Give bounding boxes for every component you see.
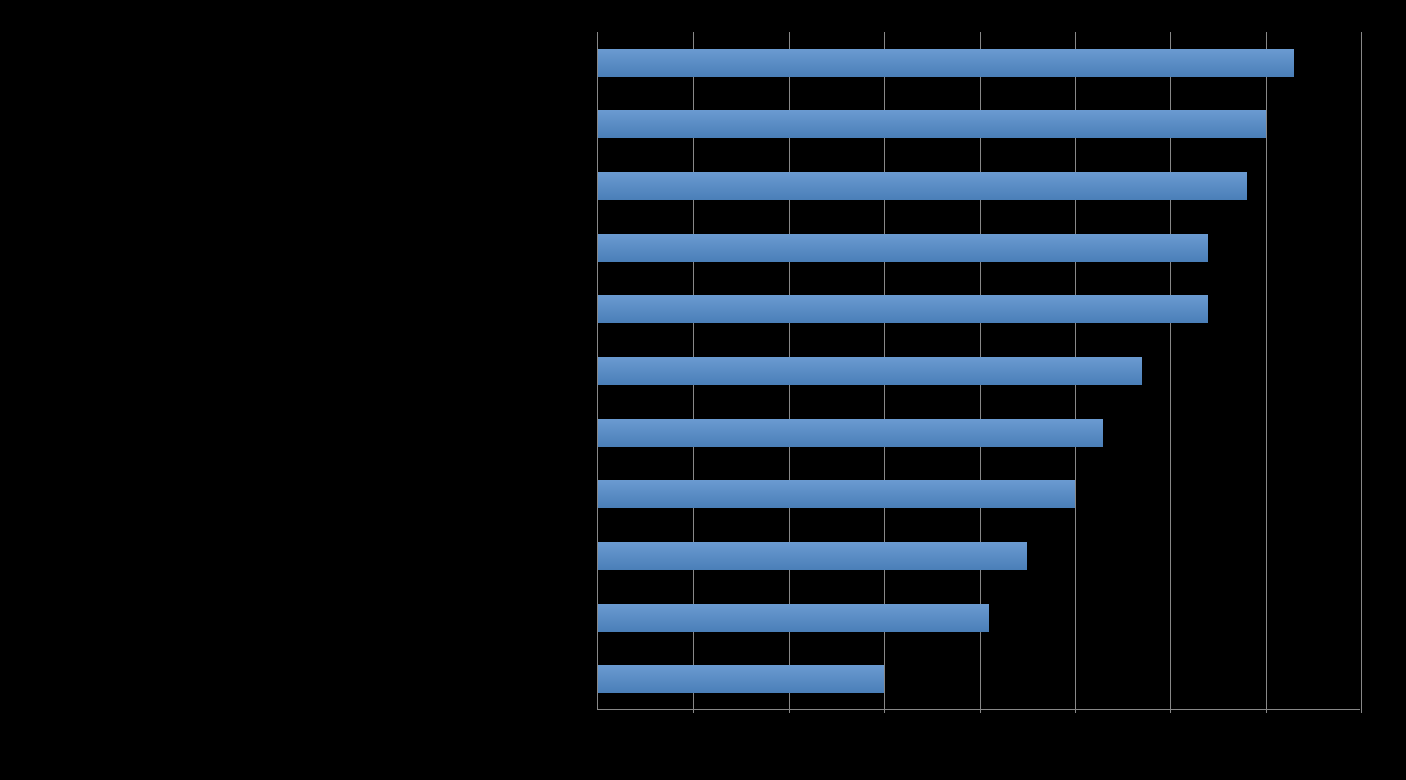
bar-slot: [598, 94, 1360, 156]
x-tick: [1361, 709, 1362, 713]
bar-slot: [598, 587, 1360, 649]
x-tick: [980, 709, 981, 713]
bar: [598, 234, 1208, 262]
bar-slot: [598, 340, 1360, 402]
bar-slot: [598, 279, 1360, 341]
bar: [598, 295, 1208, 323]
bar-slot: [598, 32, 1360, 94]
bar-slot: [598, 402, 1360, 464]
plot-area: [597, 32, 1360, 710]
bar: [598, 357, 1142, 385]
chart-container: [597, 32, 1360, 710]
bar-slot: [598, 648, 1360, 710]
bar: [598, 419, 1103, 447]
bar-slot: [598, 155, 1360, 217]
x-tick: [1075, 709, 1076, 713]
x-tick: [1170, 709, 1171, 713]
x-tick: [884, 709, 885, 713]
bar: [598, 542, 1027, 570]
bar-group: [598, 32, 1360, 709]
bar: [598, 665, 884, 693]
x-tick: [1266, 709, 1267, 713]
bar: [598, 110, 1266, 138]
bar-slot: [598, 525, 1360, 587]
bar: [598, 480, 1075, 508]
x-tick: [693, 709, 694, 713]
gridline: [1361, 32, 1362, 709]
bar-slot: [598, 463, 1360, 525]
bar: [598, 604, 989, 632]
bar: [598, 49, 1294, 77]
bar: [598, 172, 1247, 200]
x-tick: [789, 709, 790, 713]
bar-slot: [598, 217, 1360, 279]
